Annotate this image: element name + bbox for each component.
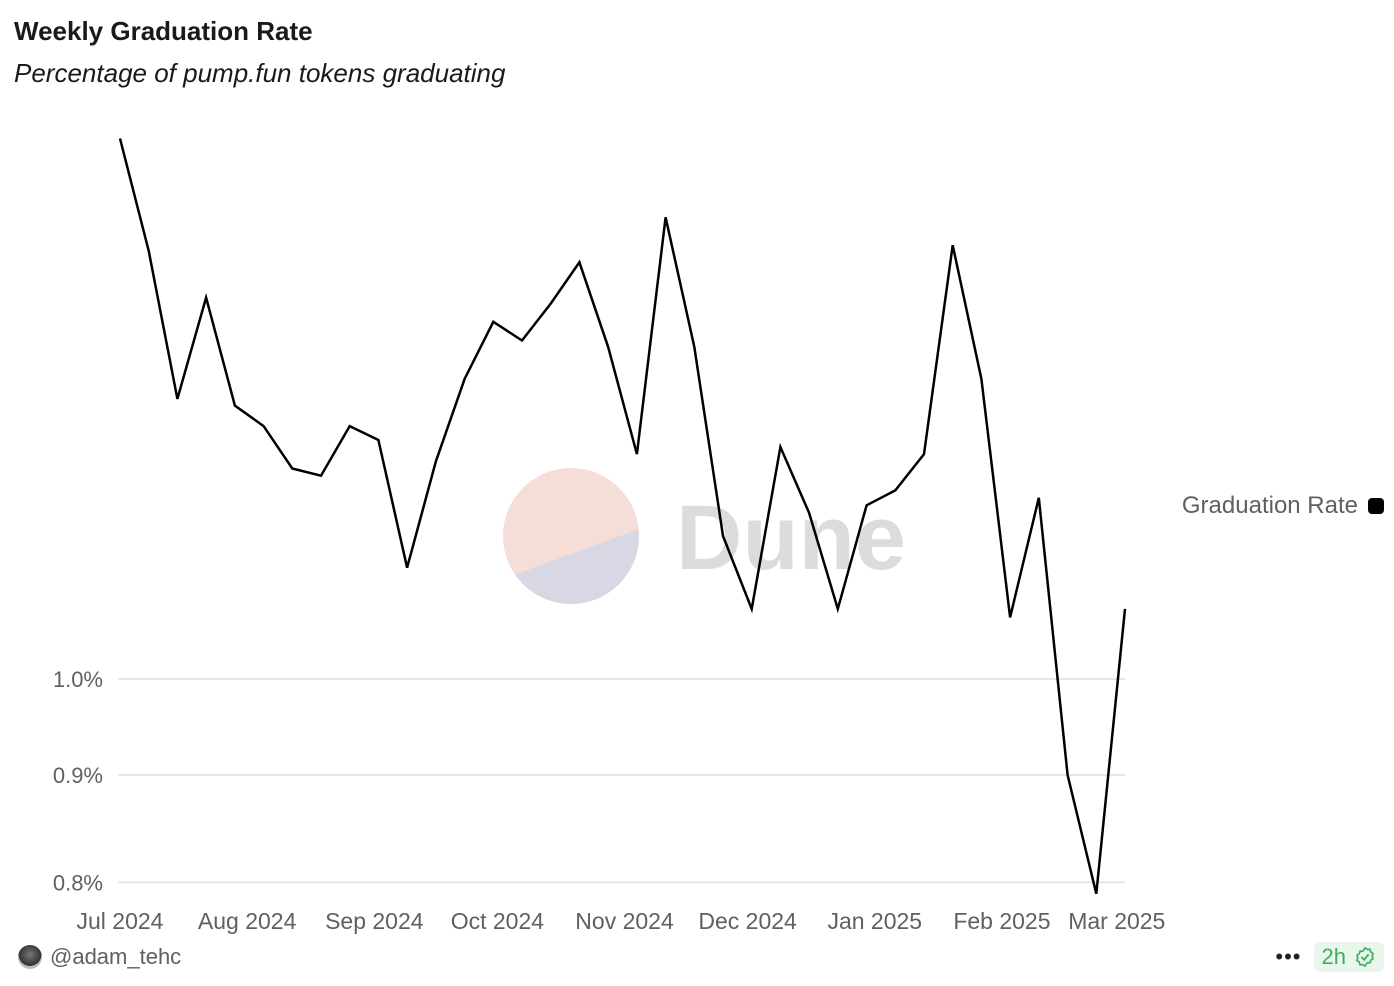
legend-swatch <box>1368 498 1384 514</box>
data-point[interactable] <box>229 400 241 412</box>
x-tick-label: Jan 2025 <box>827 908 922 934</box>
data-point[interactable] <box>573 256 585 268</box>
y-tick-label: 1.0% <box>53 667 103 692</box>
data-point[interactable] <box>947 239 959 251</box>
y-tick-label: 0.9% <box>53 763 103 788</box>
data-point[interactable] <box>459 373 471 385</box>
data-point[interactable] <box>344 420 356 432</box>
x-tick-label: Mar 2025 <box>1068 908 1165 934</box>
chart-title: Weekly Graduation Rate <box>14 16 313 46</box>
data-point[interactable] <box>286 462 298 474</box>
legend: Graduation Rate <box>1182 492 1384 520</box>
data-point[interactable] <box>832 603 844 615</box>
freshness-text: 2h <box>1321 944 1346 969</box>
data-point[interactable] <box>372 434 384 446</box>
data-point[interactable] <box>602 341 614 353</box>
check-badge-icon <box>1355 946 1375 968</box>
x-tick-label: Jul 2024 <box>77 908 164 934</box>
data-point[interactable] <box>171 393 183 405</box>
data-point[interactable] <box>688 341 700 353</box>
freshness-badge[interactable]: 2h <box>1313 942 1384 972</box>
avatar <box>18 945 42 969</box>
data-point[interactable] <box>487 316 499 328</box>
data-point[interactable] <box>774 441 786 453</box>
data-point[interactable] <box>975 373 987 385</box>
author-name: @adam_tehc <box>50 944 182 969</box>
chart-subtitle: Percentage of pump.fun tokens graduating <box>14 58 506 88</box>
data-point[interactable] <box>631 448 643 460</box>
data-point[interactable] <box>746 603 758 615</box>
author[interactable]: @adam_tehc <box>18 944 181 970</box>
data-point[interactable] <box>430 455 442 467</box>
data-point[interactable] <box>1033 492 1045 504</box>
y-tick-label: 0.8% <box>53 870 103 895</box>
data-point[interactable] <box>803 507 815 519</box>
data-point[interactable] <box>660 211 672 223</box>
series-line-graduation-rate <box>118 138 1127 894</box>
data-point[interactable] <box>114 132 126 144</box>
data-point[interactable] <box>200 292 212 304</box>
data-point[interactable] <box>918 448 930 460</box>
x-tick-label: Nov 2024 <box>575 908 674 934</box>
legend-label: Graduation Rate <box>1181 492 1358 519</box>
data-point[interactable] <box>545 298 557 310</box>
x-tick-label: Dec 2024 <box>698 908 797 934</box>
x-tick-label: Oct 2024 <box>451 908 545 934</box>
data-point[interactable] <box>315 470 327 482</box>
data-point[interactable] <box>143 245 155 257</box>
data-point[interactable] <box>717 530 729 542</box>
ellipsis-icon[interactable]: ••• <box>1275 944 1302 969</box>
data-point[interactable] <box>1090 888 1102 900</box>
data-point[interactable] <box>861 499 873 511</box>
data-point[interactable] <box>516 335 528 347</box>
data-point[interactable] <box>1119 603 1131 615</box>
dune-watermark: Dune <box>503 468 906 604</box>
data-point[interactable] <box>1004 611 1016 623</box>
data-point[interactable] <box>889 484 901 496</box>
x-tick-label: Feb 2025 <box>953 908 1050 934</box>
data-point[interactable] <box>401 562 413 574</box>
x-tick-label: Sep 2024 <box>325 908 424 934</box>
data-point[interactable] <box>1062 769 1074 781</box>
x-tick-label: Aug 2024 <box>198 908 297 934</box>
data-point[interactable] <box>258 420 270 432</box>
